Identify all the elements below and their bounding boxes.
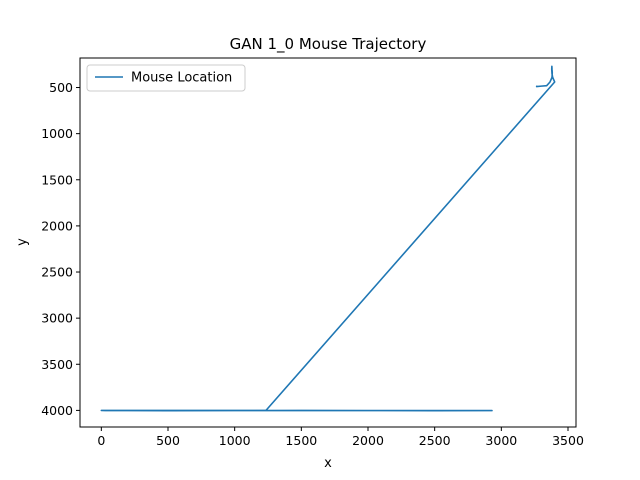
x-tick-label: 2000: [352, 433, 384, 448]
y-tick-label: 3500: [41, 357, 73, 372]
y-tick-label: 500: [49, 80, 73, 95]
axes-frame: [79, 57, 577, 428]
y-tick-label: 4000: [41, 403, 73, 418]
x-tick-label: 1500: [285, 433, 317, 448]
x-tick-label: 0: [97, 433, 105, 448]
series-line-mouse-location: [100, 65, 556, 412]
y-tick-label: 1500: [41, 172, 73, 187]
x-axis: 0 500 1000 1500 2000 2500 3000 3500: [97, 427, 584, 448]
chart-title: GAN 1_0 Mouse Trajectory: [230, 35, 427, 54]
legend-box: [86, 64, 246, 92]
x-tick-label: 3500: [552, 433, 584, 448]
y-tick-label: 2000: [41, 218, 73, 233]
x-tick-label: 2500: [419, 433, 451, 448]
y-tick-label: 1000: [41, 126, 73, 141]
y-axis-label: y: [15, 238, 30, 246]
x-tick-label: 1000: [219, 433, 251, 448]
y-tick-label: 2500: [41, 265, 73, 280]
plot-area: [100, 65, 556, 412]
x-tick-label: 500: [156, 433, 180, 448]
x-axis-label: x: [324, 456, 332, 471]
legend-label: Mouse Location: [131, 71, 232, 86]
legend: Mouse Location: [86, 64, 246, 92]
x-tick-label: 3000: [485, 433, 517, 448]
y-axis: 500 1000 1500 2000 2500 3000 3500 4000: [41, 80, 80, 418]
y-tick-label: 3000: [41, 311, 73, 326]
